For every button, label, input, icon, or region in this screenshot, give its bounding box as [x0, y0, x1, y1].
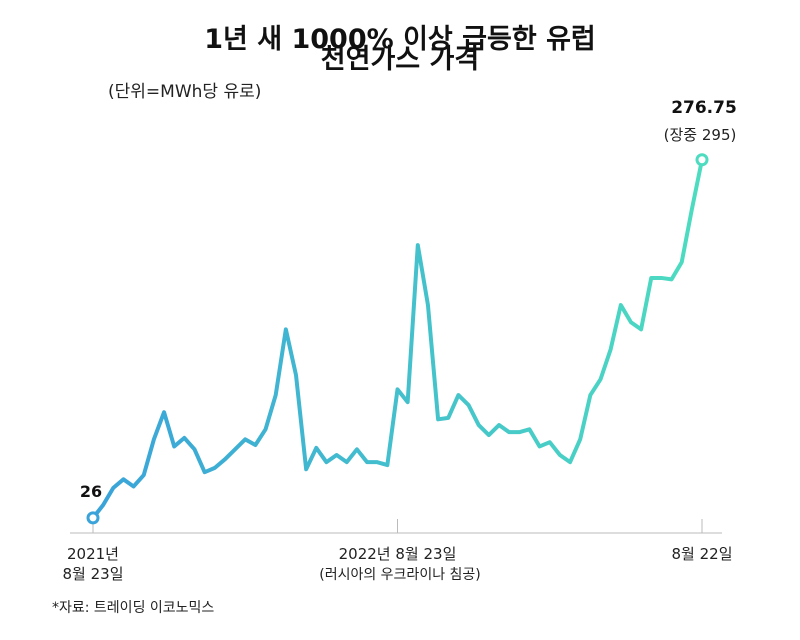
chart-subtitle: (단위=MWh당 유로): [108, 82, 262, 102]
x-tick-label: 8월 22일: [671, 545, 733, 563]
line: [91, 157, 704, 520]
end-point: [695, 153, 709, 167]
source: *자료: 트레이딩 이코노믹스: [52, 600, 215, 616]
x-tick-label: 2022년 8월 23일: [338, 545, 457, 563]
annotation: (러시아의 우크라이나 침공): [319, 567, 481, 583]
data-label: 26: [79, 481, 103, 501]
end-point: [86, 511, 100, 525]
x-tick-label: 2021년 8월 23일: [62, 545, 124, 583]
annotation: (장중 295): [663, 126, 737, 144]
chart-title: 1년 새 1000% 이상 급등한 유럽 천연가스 가격: [204, 24, 596, 75]
data-label: 276.75: [671, 97, 737, 118]
